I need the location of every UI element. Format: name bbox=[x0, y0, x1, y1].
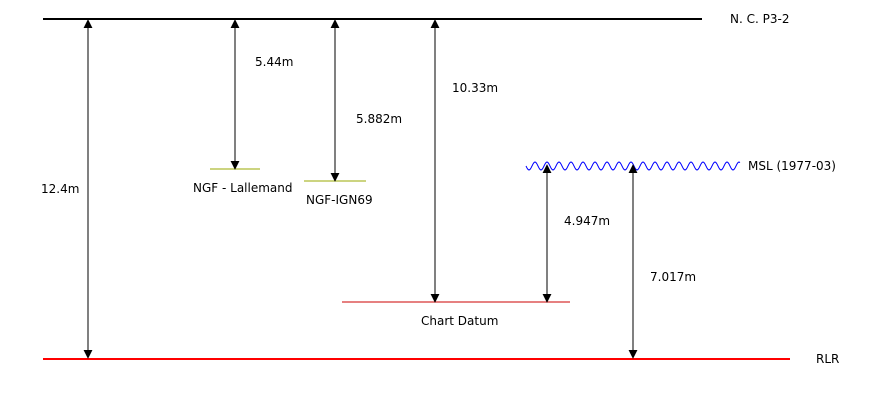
measure-nc-lallemand: 5.44m bbox=[255, 55, 293, 69]
rlr-label: RLR bbox=[816, 352, 839, 366]
measure-nc-rlr: 12.4m bbox=[41, 182, 79, 196]
ngf-lallemand-label: NGF - Lallemand bbox=[193, 181, 293, 195]
measure-nc-chart-datum: 10.33m bbox=[452, 81, 498, 95]
measure-nc-ign69: 5.882m bbox=[356, 112, 402, 126]
ngf-ign69-label: NGF-IGN69 bbox=[306, 193, 373, 207]
nc-label: N. C. P3-2 bbox=[730, 12, 789, 26]
chart-datum-label: Chart Datum bbox=[421, 314, 498, 328]
measure-msl-rlr: 7.017m bbox=[650, 270, 696, 284]
measure-msl-chart-datum: 4.947m bbox=[564, 214, 610, 228]
msl-label: MSL (1977-03) bbox=[748, 159, 836, 173]
msl-wave-line bbox=[525, 161, 741, 171]
